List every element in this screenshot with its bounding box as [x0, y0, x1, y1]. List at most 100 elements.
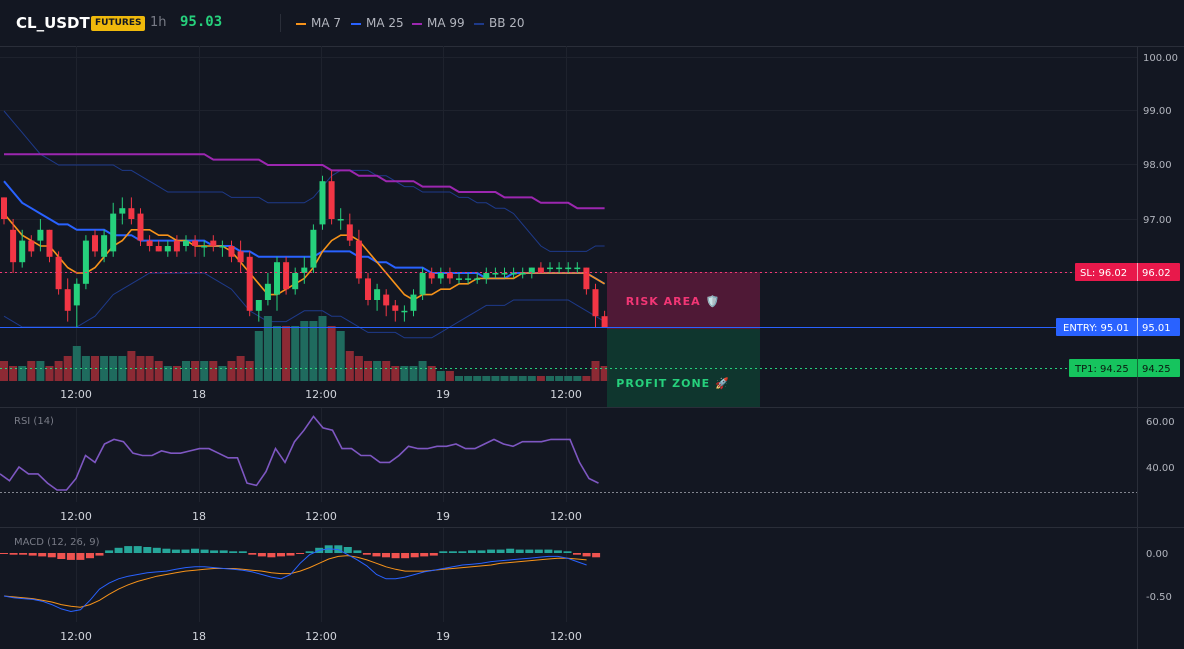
- macd-histogram-bar: [114, 547, 123, 553]
- volume-bar: [318, 316, 327, 381]
- sl-tag[interactable]: [1075, 263, 1180, 281]
- price-tick: 100.00: [1143, 53, 1178, 64]
- candle-body: [592, 289, 599, 317]
- time-tick: 12:00: [305, 630, 337, 643]
- volume-bar: [172, 366, 181, 381]
- volume-bar: [391, 366, 400, 381]
- volume-bar: [27, 361, 36, 381]
- legend-bb20[interactable]: BB 20: [474, 16, 525, 30]
- volume-bar: [445, 371, 454, 381]
- macd-histogram-bar: [152, 547, 161, 553]
- volume-bar: [527, 376, 536, 381]
- candle-body: [119, 208, 126, 214]
- macd-histogram-bar: [133, 546, 142, 553]
- macd-histogram-bar: [124, 546, 133, 553]
- price-axis-labels: 100.00 99.00 98.00 97.00 60.00 40.00 0.00 -0.50: [1143, 53, 1178, 603]
- symbol-name[interactable]: CL_USDT: [16, 14, 90, 32]
- candle-body: [537, 267, 544, 273]
- rsi-tick: 60.00: [1146, 417, 1175, 428]
- candle-body: [92, 235, 98, 252]
- candle-body: [519, 273, 526, 275]
- macd-histogram-bar: [181, 549, 190, 553]
- time-tick: 12:00: [550, 388, 582, 401]
- volume-bar: [18, 366, 27, 381]
- macd-histogram-bar: [210, 550, 219, 553]
- candle-body: [155, 246, 162, 252]
- volume-bar: [427, 366, 436, 381]
- macd-histogram-bar: [267, 553, 276, 558]
- candle-body: [501, 273, 508, 275]
- candle-body: [64, 289, 71, 311]
- rsi-path: [0, 415, 599, 491]
- volume-bar: [418, 361, 427, 381]
- macd-histogram-bar: [286, 553, 295, 556]
- volume-bar: [364, 361, 372, 381]
- legend-ma7[interactable]: MA 7: [296, 16, 341, 30]
- candle-body: [483, 273, 490, 279]
- macd-histogram-bar: [458, 551, 467, 553]
- time-tick: 19: [436, 388, 450, 401]
- volume-bar: [36, 361, 45, 381]
- macd-line: [3, 548, 587, 613]
- legend-ma99[interactable]: MA 99: [412, 16, 465, 30]
- candle-body: [583, 267, 590, 290]
- macd-histogram-bar: [38, 553, 47, 557]
- macd-histogram-bar: [76, 553, 85, 560]
- candle-body: [492, 273, 499, 275]
- candle-body: [128, 208, 135, 219]
- candle-body: [392, 305, 399, 311]
- legend-ma99-label: MA 99: [427, 16, 465, 30]
- volume-bar: [354, 356, 363, 381]
- candle-body: [437, 273, 444, 279]
- candlesticks[interactable]: [1, 170, 608, 327]
- candle-body: [401, 310, 408, 313]
- bollinger-bands: [3, 110, 605, 339]
- time-tick: 18: [192, 510, 206, 523]
- tp-tag[interactable]: [1069, 359, 1180, 377]
- time-tick: 19: [436, 510, 450, 523]
- volume-bar: [345, 351, 354, 381]
- candle-body: [465, 278, 472, 280]
- volume-bar: [100, 356, 109, 381]
- candle-body: [246, 256, 253, 311]
- candle-body: [292, 273, 299, 290]
- candle-body: [219, 246, 226, 248]
- macd-histogram-bar: [420, 553, 429, 557]
- candle-body: [310, 229, 317, 268]
- volume-bar: [300, 321, 309, 381]
- macd-histogram-bar: [257, 553, 266, 557]
- macd-histogram-bar: [382, 553, 390, 558]
- tp-axis-value: 94.25: [1142, 364, 1171, 375]
- candle-body: [201, 246, 208, 248]
- candle-body: [264, 283, 271, 300]
- macd-histogram-bar: [162, 548, 171, 553]
- legend-ma25[interactable]: MA 25: [351, 16, 404, 30]
- candle-body: [137, 213, 144, 241]
- macd-histogram-bar: [219, 550, 228, 553]
- candle-body: [110, 213, 117, 252]
- candle-body: [428, 273, 435, 279]
- entry-tag[interactable]: [1056, 318, 1180, 336]
- rsi-title[interactable]: RSI (14): [14, 416, 54, 427]
- macd-histogram-bar: [277, 553, 285, 557]
- futures-badge: FUTURES: [91, 16, 146, 31]
- candle-body: [37, 229, 44, 241]
- timeframe-label[interactable]: 1h: [150, 15, 167, 30]
- legend-bb20-label: BB 20: [489, 16, 525, 30]
- macd-histogram-bar: [296, 553, 305, 554]
- volume-bar: [72, 346, 81, 381]
- candle-body: [410, 294, 417, 311]
- macd-histogram-bar: [592, 553, 601, 558]
- macd-histogram-bar: [0, 553, 8, 554]
- volume-bar: [464, 376, 473, 381]
- volume-bar: [273, 326, 281, 381]
- macd-histogram-bar: [305, 551, 314, 553]
- candle-body: [528, 267, 535, 273]
- macd-histogram-bar: [487, 549, 496, 553]
- macd-histogram-bar: [372, 553, 381, 557]
- ma25-swatch-icon: [351, 22, 361, 25]
- macd-title[interactable]: MACD (12, 26, 9): [14, 537, 100, 548]
- ma99-line: [4, 153, 605, 210]
- volume-bar: [582, 376, 591, 381]
